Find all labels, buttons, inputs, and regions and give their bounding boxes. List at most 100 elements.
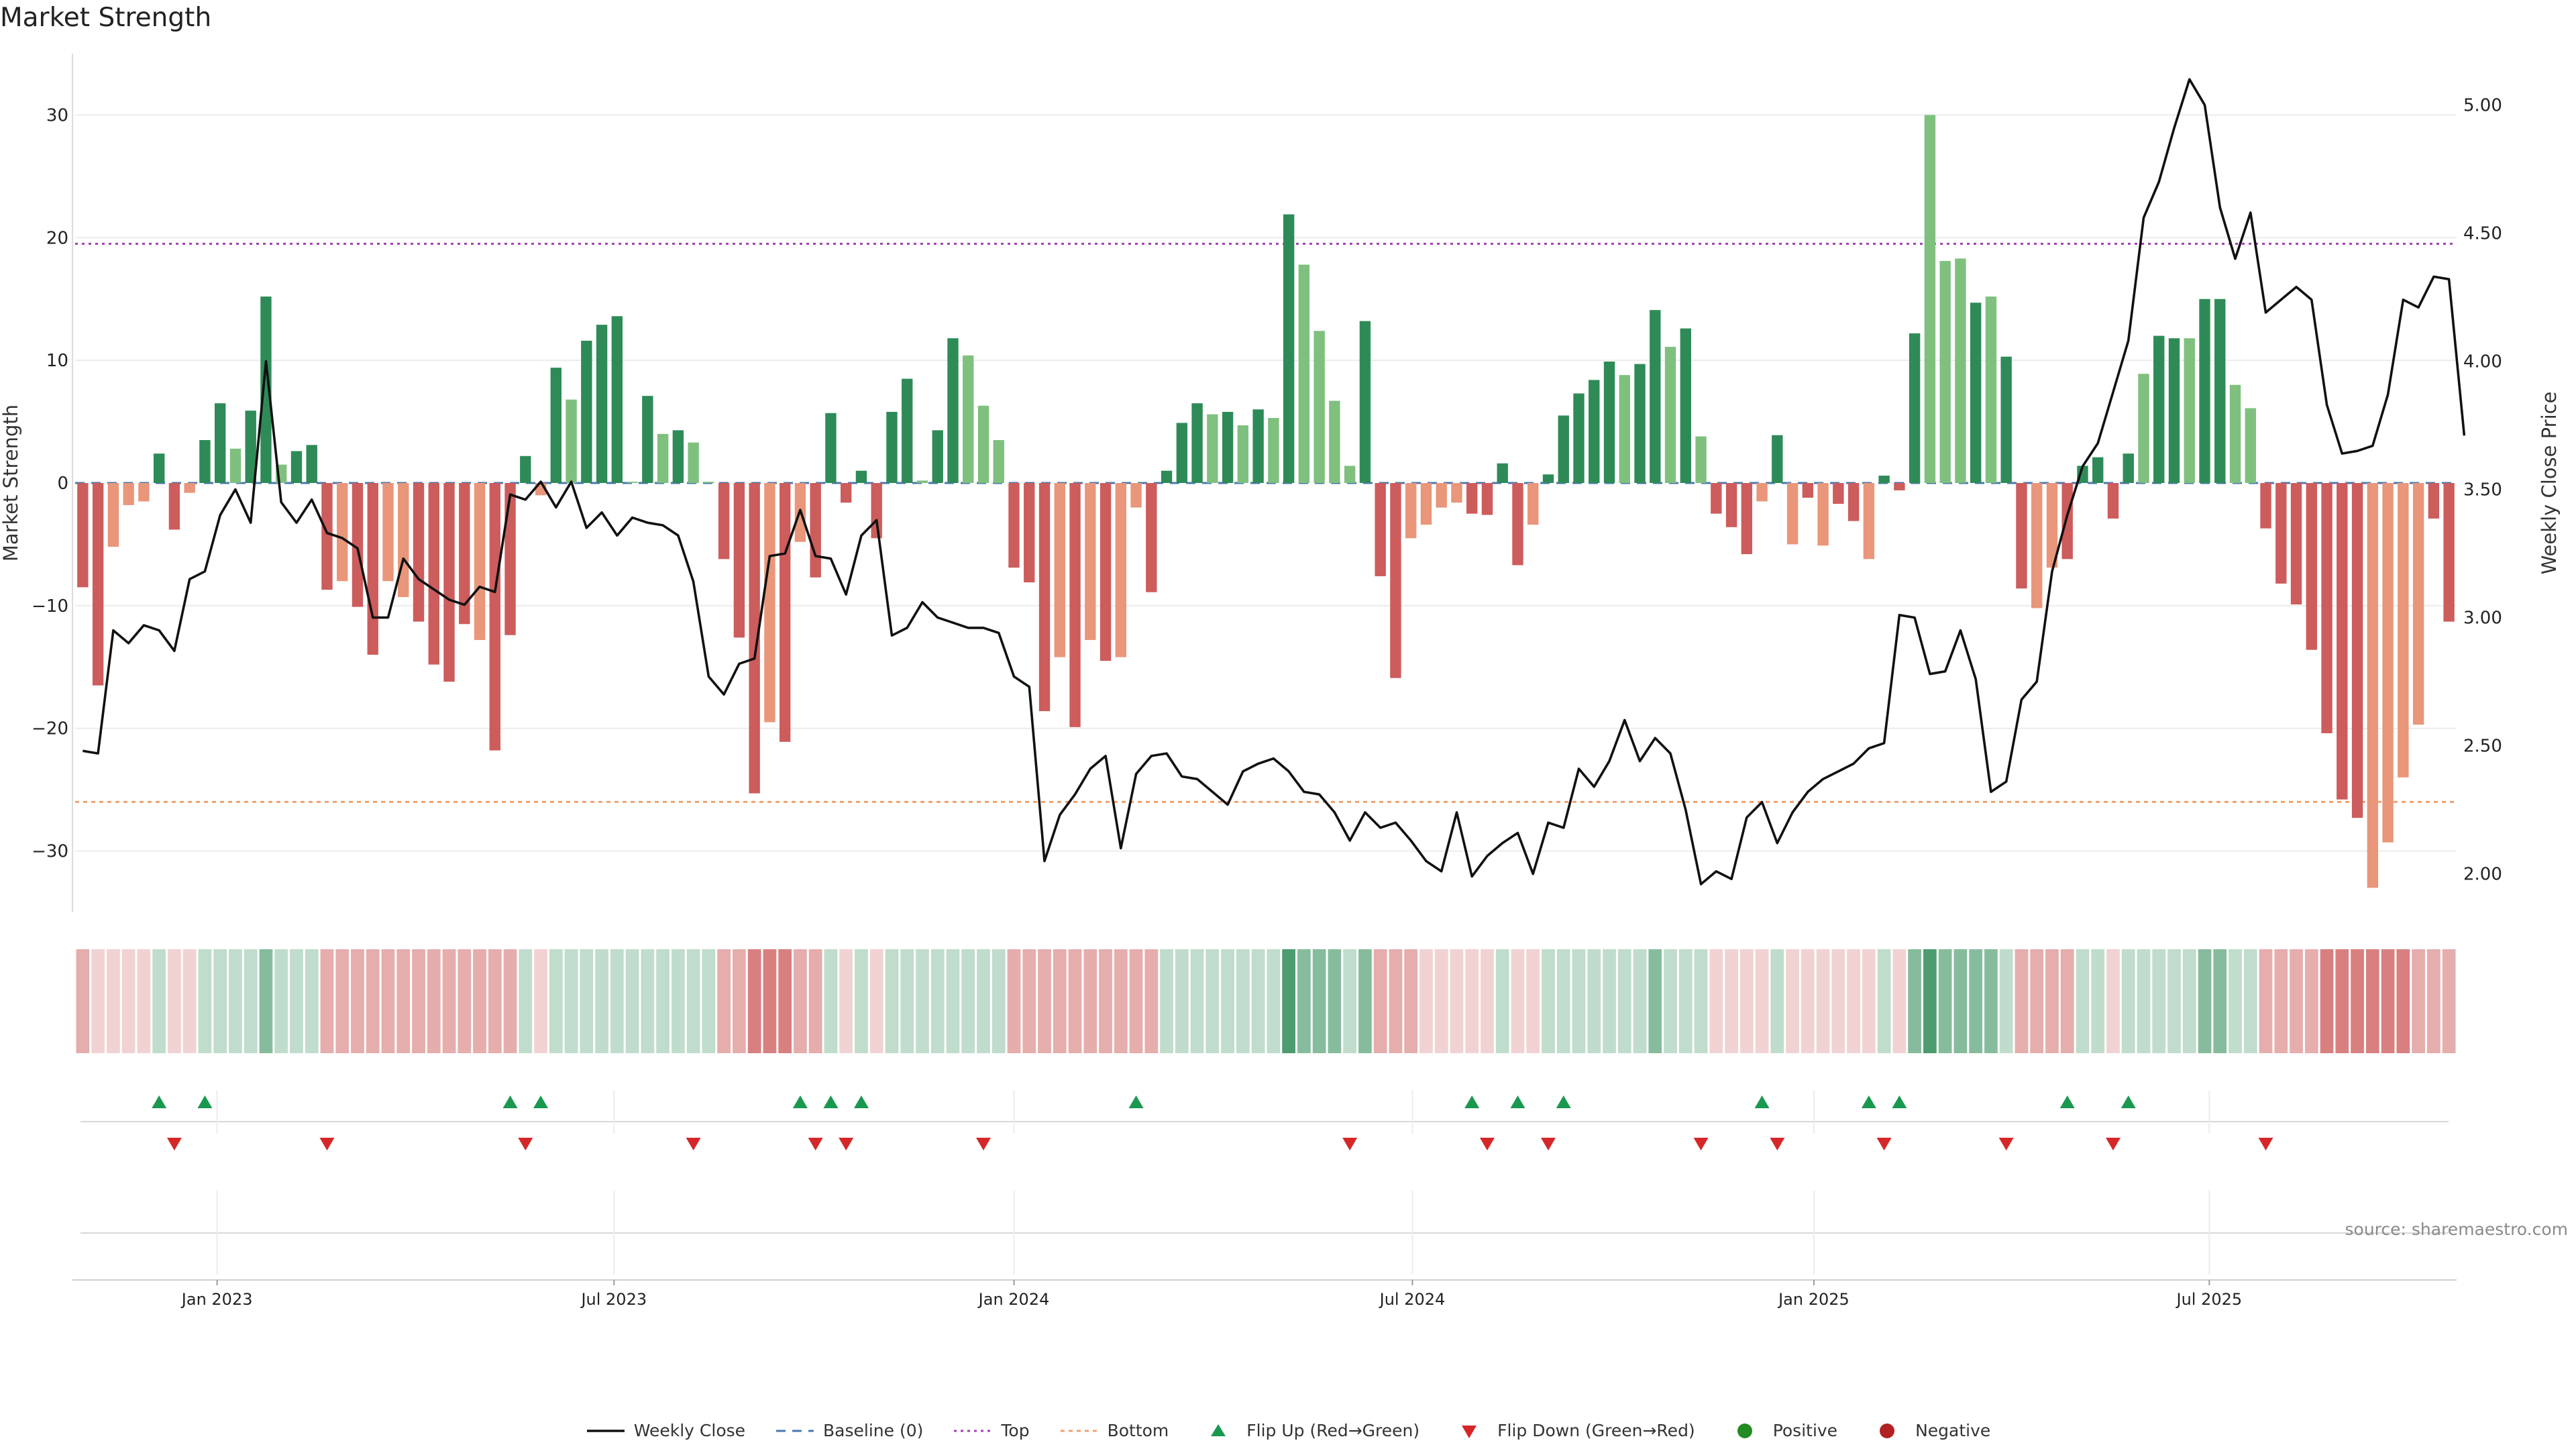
strength-bar [1573, 393, 1585, 483]
legend-swatch [1867, 1422, 1907, 1440]
strip-cell [91, 949, 105, 1053]
strip-cell [1450, 949, 1464, 1053]
strip-cell [351, 949, 364, 1053]
strength-bar [871, 483, 882, 539]
strength-bar [1069, 483, 1081, 727]
strength-bar [1390, 483, 1401, 678]
strip-cell [1572, 949, 1586, 1053]
flip-up-marker [1128, 1095, 1144, 1108]
strength-bar [2351, 483, 2363, 818]
x-tick-label: Jul 2025 [2176, 1290, 2243, 1309]
strip-cell [778, 949, 792, 1053]
strength-bar [1481, 483, 1493, 515]
strip-cell [290, 949, 303, 1053]
flip-down-marker [1342, 1138, 1358, 1150]
strip-cell [2167, 949, 2181, 1053]
strength-bar [1741, 483, 1753, 555]
strip-cell [595, 949, 608, 1053]
strength-bar [810, 483, 821, 578]
strip-cell [2351, 949, 2364, 1053]
strength-bar [367, 483, 378, 655]
strength-bar [2428, 483, 2440, 519]
strip-cell [2152, 949, 2166, 1053]
strip-cell [2304, 949, 2318, 1053]
strength-bar [92, 483, 104, 686]
strength-bar [718, 483, 730, 559]
strip-cell [1099, 949, 1112, 1053]
flip-up-marker [152, 1095, 167, 1108]
strength-bar [1375, 483, 1386, 576]
strength-bar [1466, 483, 1478, 514]
flip-down-marker [976, 1138, 991, 1150]
strip-cell [1465, 949, 1479, 1053]
strength-bar [627, 482, 638, 483]
strength-bar [1909, 333, 1921, 483]
strength-bar [550, 368, 562, 483]
legend-swatch [775, 1422, 815, 1440]
strip-cell [1251, 949, 1265, 1053]
flip-down-marker [319, 1138, 335, 1150]
strip-cell [1297, 949, 1311, 1053]
strip-cell [1678, 949, 1693, 1053]
strength-bar [1252, 409, 1264, 483]
strip-cell [1389, 949, 1403, 1053]
strip-cell [1831, 949, 1845, 1053]
strength-bar [703, 482, 714, 483]
strip-cell [1542, 949, 1555, 1053]
strip-cell [1938, 949, 1952, 1053]
strip-cell [2076, 949, 2090, 1053]
strength-bar [1939, 261, 1951, 483]
strip-cell [396, 949, 411, 1053]
flip-down-marker [1479, 1138, 1495, 1150]
strip-cell [1144, 949, 1159, 1053]
strip-cell [2442, 949, 2456, 1053]
x-tick-label: Jan 2025 [1777, 1290, 1849, 1309]
y2-tick-label: 5.00 [2463, 95, 2502, 115]
flip-up-marker [823, 1095, 839, 1108]
strength-bar [642, 396, 653, 483]
strength-bar [932, 430, 943, 483]
strength-bar [1222, 411, 1234, 483]
strength-bar [2061, 483, 2073, 559]
strength-bar [1283, 214, 1295, 483]
strip-cell [2182, 949, 2196, 1053]
strip-cell [2137, 949, 2151, 1053]
strength-bar [963, 355, 974, 483]
strength-bar [489, 483, 500, 751]
strip-cell [1083, 949, 1097, 1053]
strip-cell [1221, 949, 1234, 1053]
strip-cell [2213, 949, 2227, 1053]
strip-cell [1556, 949, 1570, 1053]
strip-cell [1801, 949, 1815, 1053]
strength-bar [2184, 338, 2195, 483]
y-axis-label: Market Strength [0, 405, 22, 561]
strength-bar [733, 483, 745, 638]
strip-cell [2412, 949, 2425, 1053]
strip-cell [442, 949, 456, 1053]
strip-cell [1511, 949, 1525, 1053]
weekly-close-line [83, 78, 2466, 885]
strength-bar [672, 430, 684, 483]
strip-cell [1862, 949, 1876, 1053]
strength-bar [2337, 483, 2348, 800]
strip-cell [2198, 949, 2212, 1053]
strength-bar [581, 340, 592, 483]
legend-item-line: Weekly Close [586, 1421, 745, 1440]
strip-cell [1160, 949, 1173, 1053]
strength-bar [1650, 310, 1661, 483]
strength-bar [1451, 483, 1462, 503]
strength-bar [1725, 483, 1737, 527]
strip-cell [1175, 949, 1189, 1053]
flip-up-marker [502, 1095, 518, 1108]
strength-bar [977, 405, 989, 483]
strip-cell [1664, 949, 1677, 1053]
strength-bar [229, 448, 241, 483]
strength-bar [2275, 483, 2287, 584]
strip-cell [152, 949, 166, 1053]
strip-cell [1984, 949, 1998, 1053]
strip-cell [656, 949, 669, 1053]
strength-bar [138, 483, 150, 502]
gridlines [75, 114, 2457, 852]
strength-bar [1512, 483, 1523, 566]
strength-bar [321, 483, 333, 590]
